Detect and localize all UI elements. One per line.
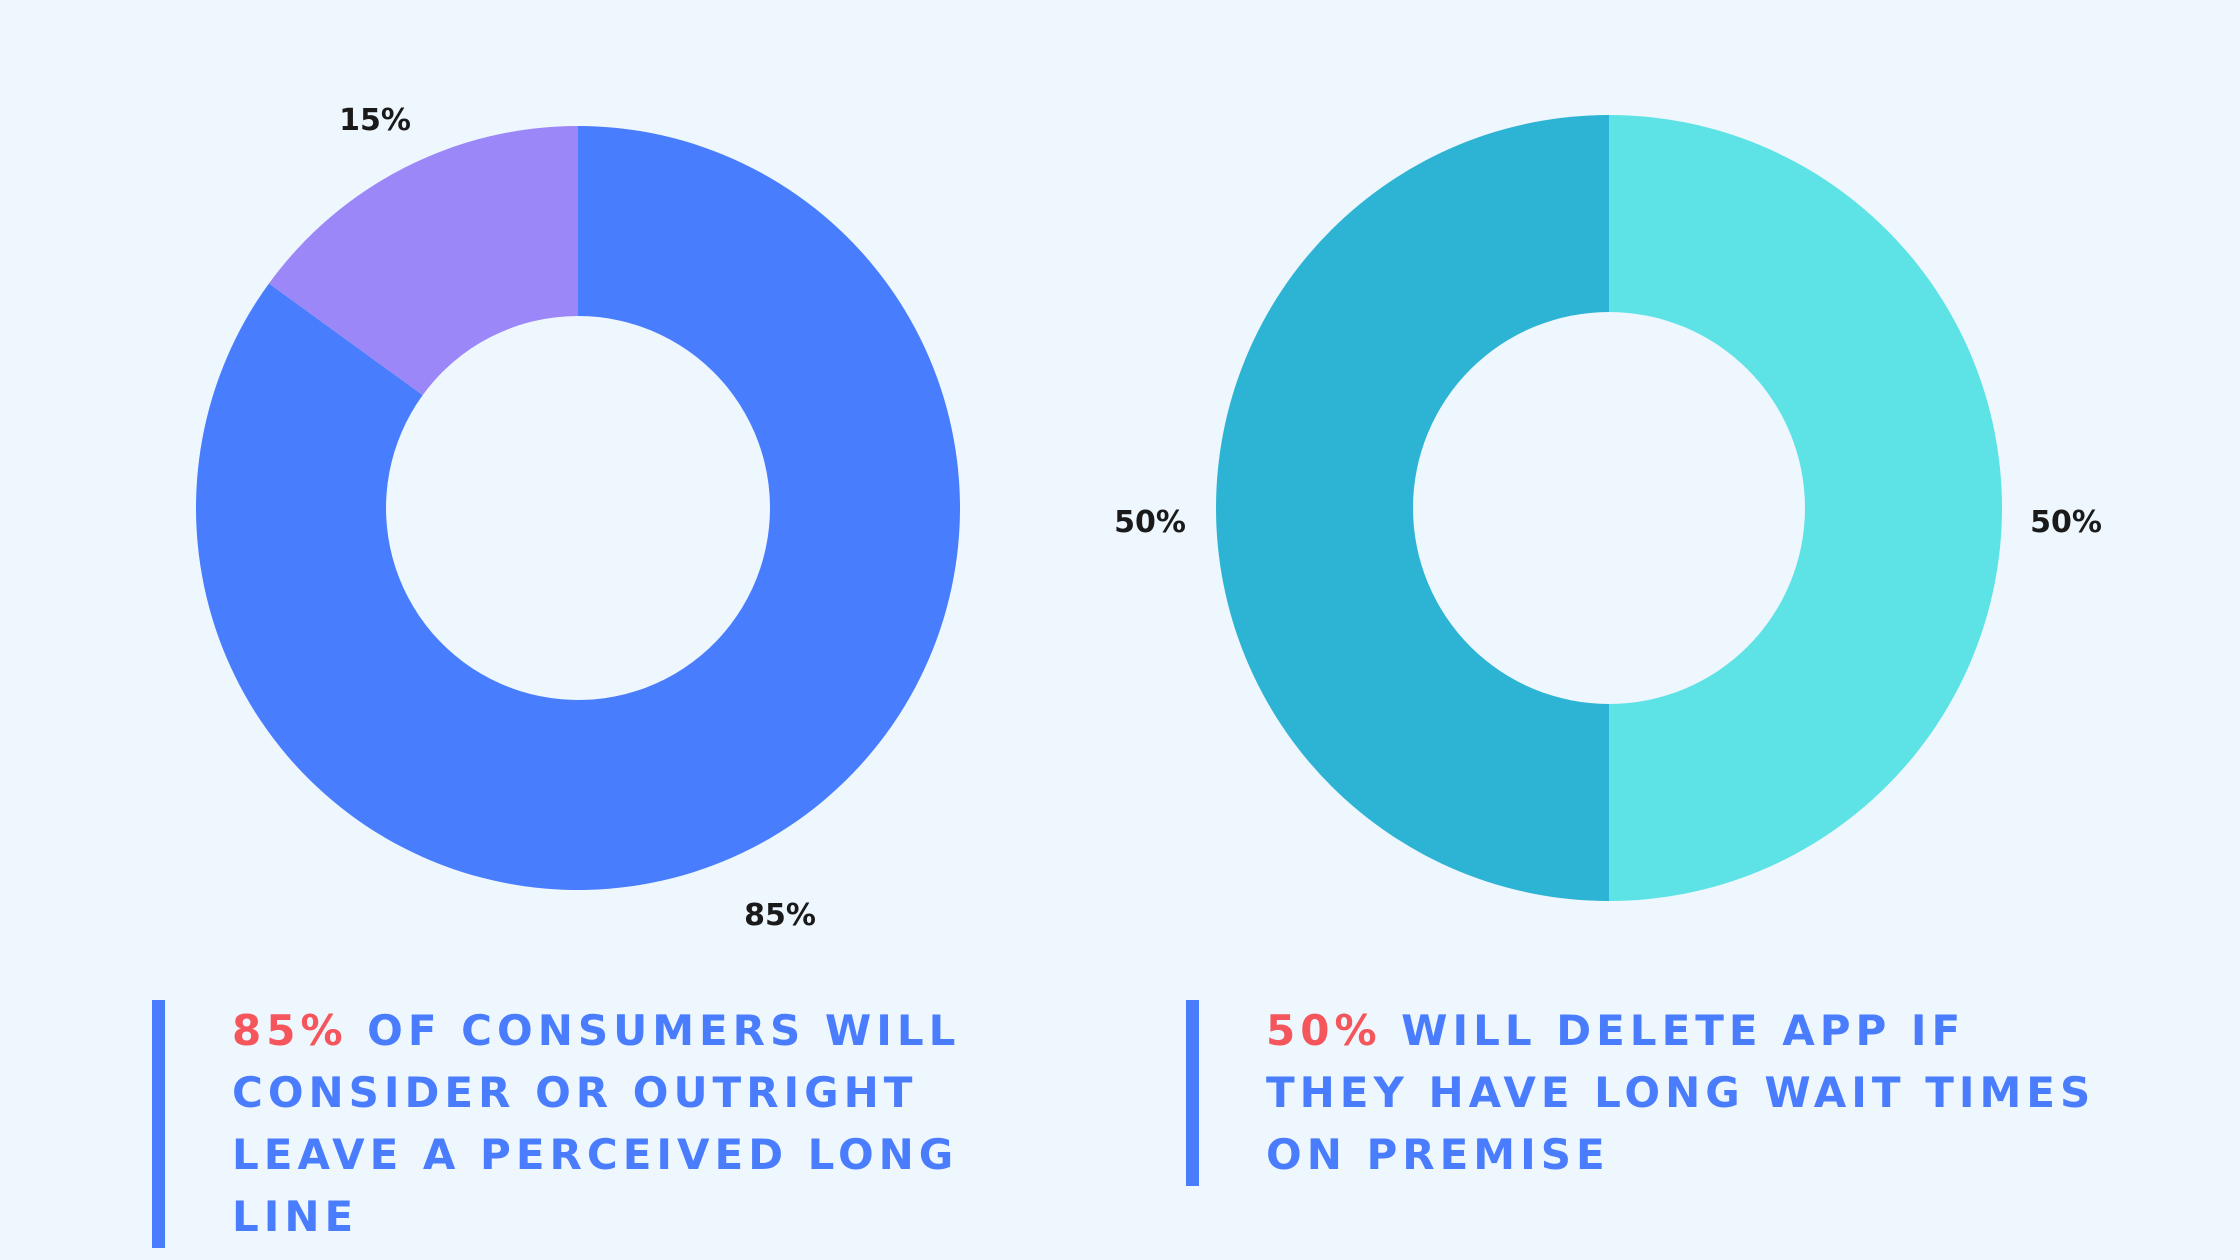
caption-consumers-leave-line: 85% OF CONSUMERS WILL CONSIDER OR OUTRIG…: [152, 1000, 1092, 1248]
caption-highlight-percent: 85%: [232, 1006, 348, 1055]
donut-slice-1: [268, 125, 578, 396]
donut-chart-delete-app: 50% 50%: [1114, 115, 2102, 901]
slice-label-1: 50%: [1114, 505, 1186, 540]
donut-slice-0: [1609, 115, 2002, 901]
caption-highlight-percent: 50%: [1266, 1006, 1382, 1055]
caption-text: OF CONSUMERS WILL CONSIDER OR OUTRIGHT L…: [232, 1006, 961, 1241]
slice-label-0: 50%: [2030, 505, 2102, 540]
donut-slice-1: [1216, 115, 1609, 901]
donut-slice-0: [195, 126, 961, 890]
slice-label-0: 85%: [744, 898, 816, 933]
caption-delete-app: 50% WILL DELETE APP IF THEY HAVE LONG WA…: [1186, 1000, 2126, 1186]
donut-chart-consumers-leave-line: 85% 15%: [195, 103, 961, 933]
slice-label-1: 15%: [339, 103, 411, 138]
caption-text: WILL DELETE APP IF THEY HAVE LONG WAIT T…: [1266, 1006, 2096, 1179]
